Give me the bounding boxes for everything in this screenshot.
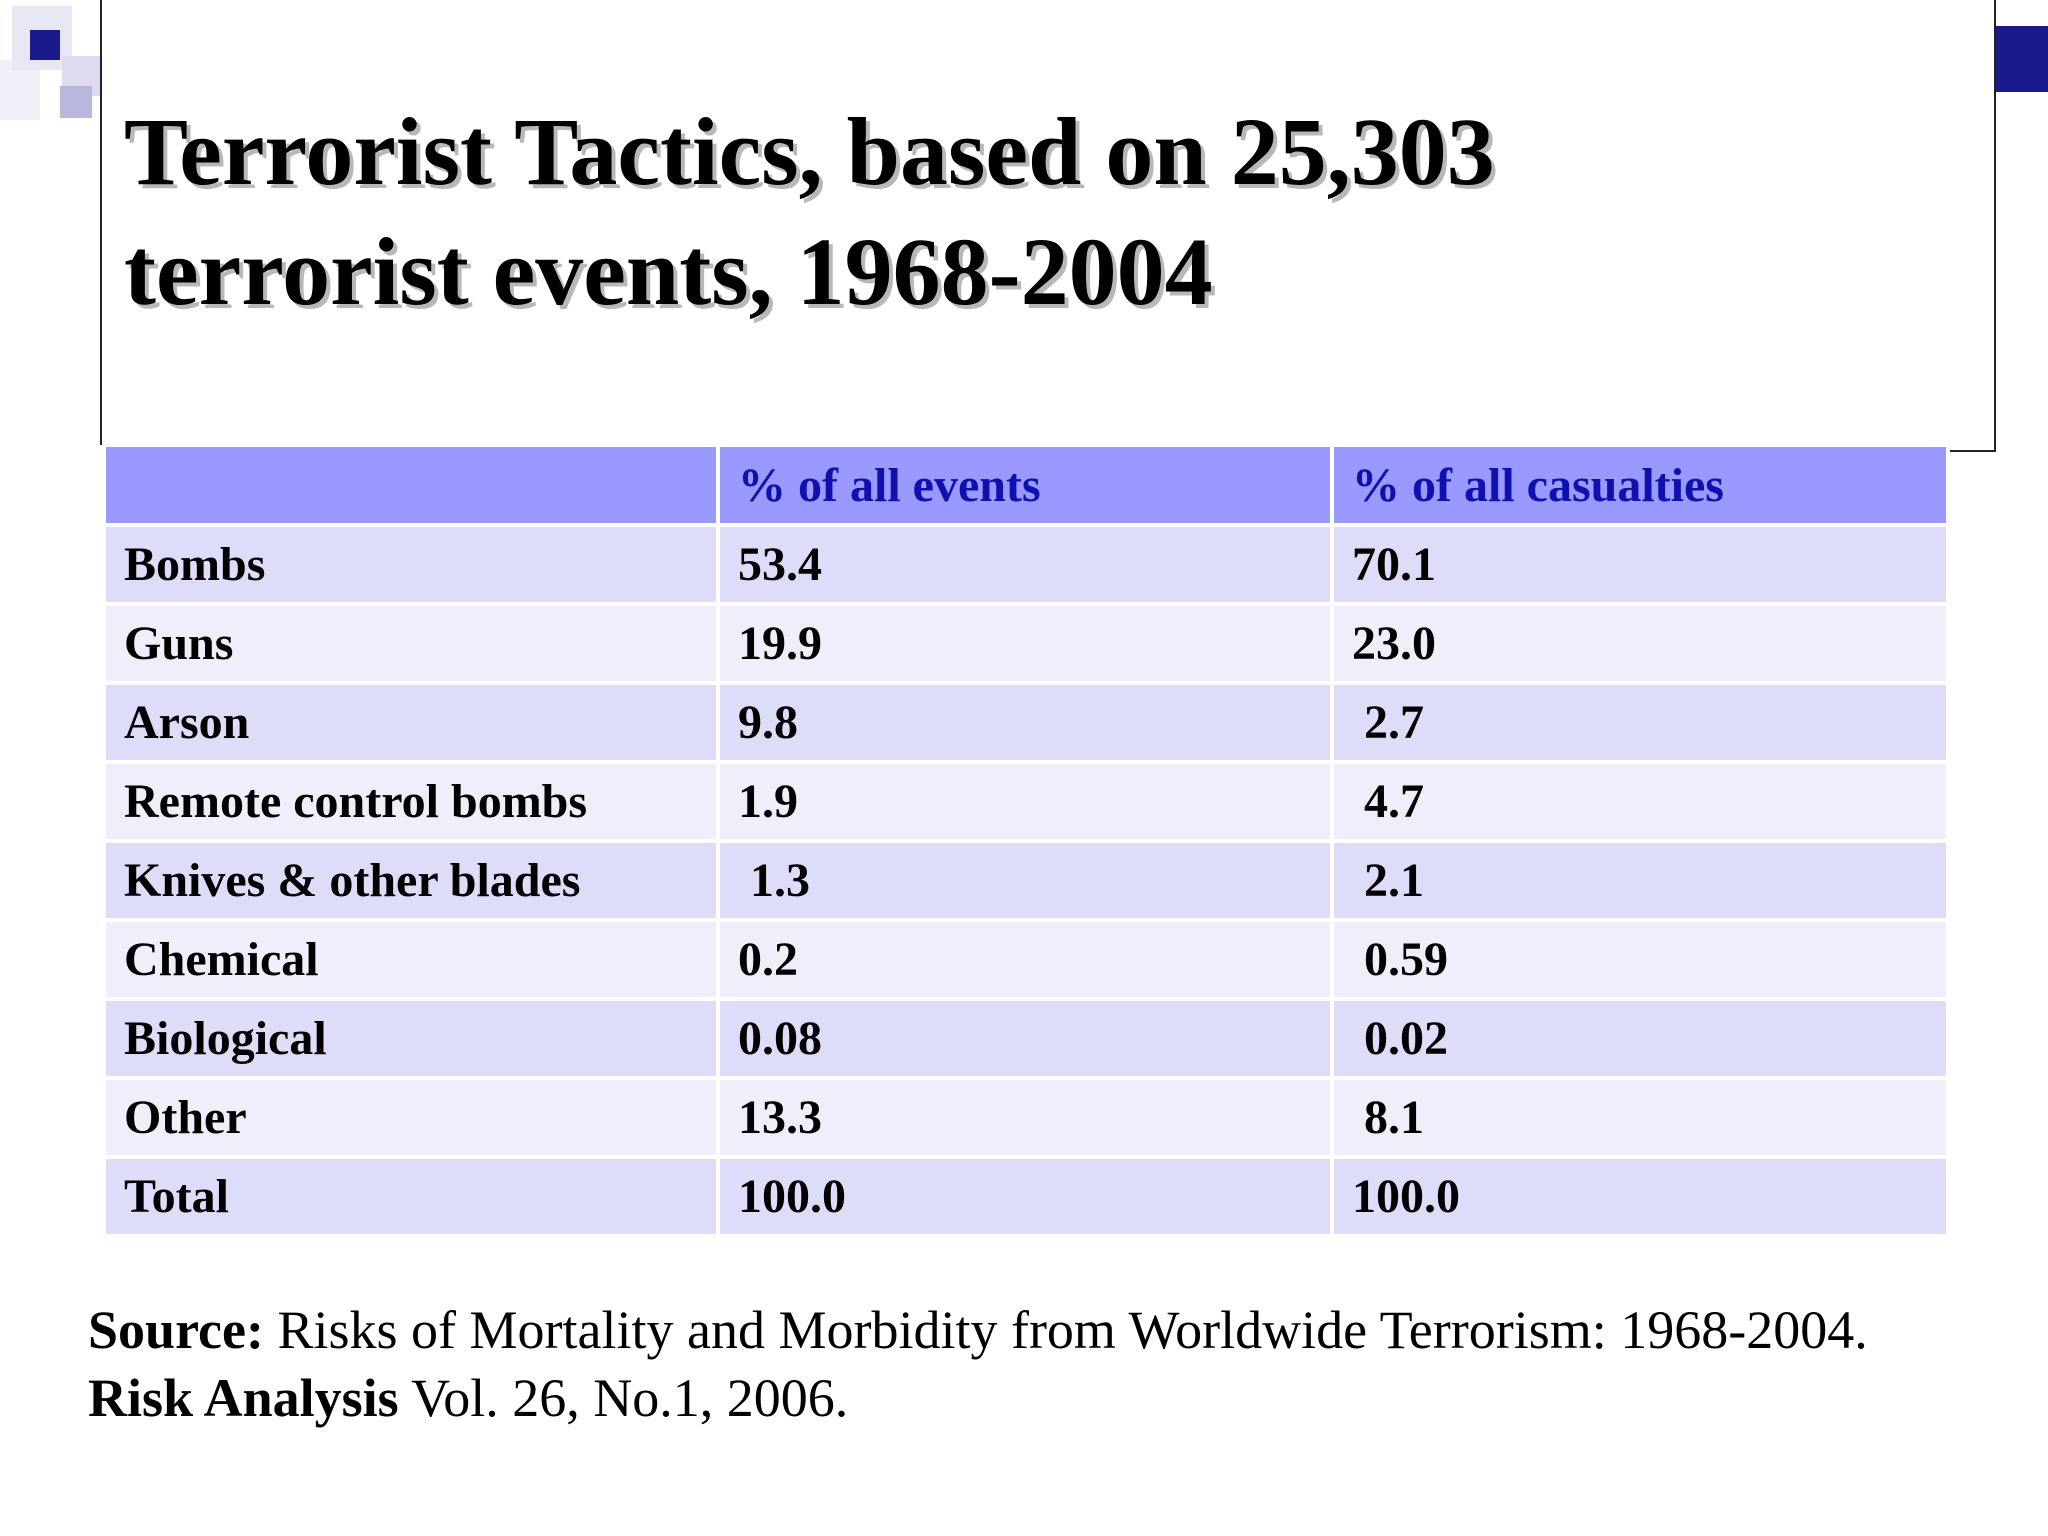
casualties-cell: 0.02 (1330, 997, 1950, 1080)
decorative-square (0, 60, 40, 120)
tactic-cell: Other (102, 1076, 720, 1159)
events-cell: 9.8 (716, 681, 1334, 764)
table-row: Guns 19.9 23.0 (102, 602, 1950, 685)
frame-line-right (1994, 0, 1996, 452)
casualties-cell: 70.1 (1330, 523, 1950, 606)
source-label: Source: (88, 1300, 264, 1360)
tactics-table: % of all events % of all casualties Bomb… (102, 443, 1950, 1238)
table-header-row: % of all events % of all casualties (102, 443, 1950, 527)
title-line-2: terrorist events, 1968-2004 (124, 218, 1213, 325)
casualties-cell: 0.59 (1330, 918, 1950, 1001)
tactic-cell: Total (102, 1155, 720, 1238)
table-row: Remote control bombs 1.9 4.7 (102, 760, 1950, 843)
events-cell: 19.9 (716, 602, 1334, 685)
header-tactic (102, 443, 720, 527)
tactic-cell: Arson (102, 681, 720, 764)
events-cell: 13.3 (716, 1076, 1334, 1159)
tactic-cell: Knives & other blades (102, 839, 720, 922)
source-text-2: Vol. 26, No.1, 2006. (398, 1368, 849, 1428)
casualties-cell: 100.0 (1330, 1155, 1950, 1238)
tactic-cell: Chemical (102, 918, 720, 1001)
header-events: % of all events (716, 443, 1334, 527)
events-cell: 1.3 (716, 839, 1334, 922)
decorative-square (60, 86, 92, 118)
table-row: Biological 0.08 0.02 (102, 997, 1950, 1080)
table-row: Bombs 53.4 70.1 (102, 523, 1950, 606)
decorative-square-dark (30, 30, 60, 60)
frame-line-left (100, 0, 102, 445)
table-row: Knives & other blades 1.3 2.1 (102, 839, 1950, 922)
casualties-cell: 2.1 (1330, 839, 1950, 922)
casualties-cell: 4.7 (1330, 760, 1950, 843)
events-cell: 100.0 (716, 1155, 1334, 1238)
decorative-bar (1996, 26, 2048, 92)
tactic-cell: Bombs (102, 523, 720, 606)
source-text-1: Risks of Mortality and Morbidity from Wo… (263, 1300, 1868, 1360)
frame-line-bottom (1944, 450, 1996, 452)
events-cell: 1.9 (716, 760, 1334, 843)
casualties-cell: 2.7 (1330, 681, 1950, 764)
table-row: Chemical 0.2 0.59 (102, 918, 1950, 1001)
table-row: Other 13.3 8.1 (102, 1076, 1950, 1159)
table-row-total: Total 100.0 100.0 (102, 1155, 1950, 1238)
events-cell: 53.4 (716, 523, 1334, 606)
slide-title: Terrorist Tactics, based on 25,303 terro… (124, 92, 1924, 332)
events-cell: 0.08 (716, 997, 1334, 1080)
header-casualties: % of all casualties (1330, 443, 1950, 527)
title-line-1: Terrorist Tactics, based on 25,303 (124, 98, 1495, 205)
source-journal: Risk Analysis (88, 1368, 399, 1428)
source-citation: Source: Risks of Mortality and Morbidity… (88, 1296, 1968, 1432)
tactic-cell: Guns (102, 602, 720, 685)
events-cell: 0.2 (716, 918, 1334, 1001)
tactic-cell: Remote control bombs (102, 760, 720, 843)
tactic-cell: Biological (102, 997, 720, 1080)
casualties-cell: 23.0 (1330, 602, 1950, 685)
table-row: Arson 9.8 2.7 (102, 681, 1950, 764)
casualties-cell: 8.1 (1330, 1076, 1950, 1159)
